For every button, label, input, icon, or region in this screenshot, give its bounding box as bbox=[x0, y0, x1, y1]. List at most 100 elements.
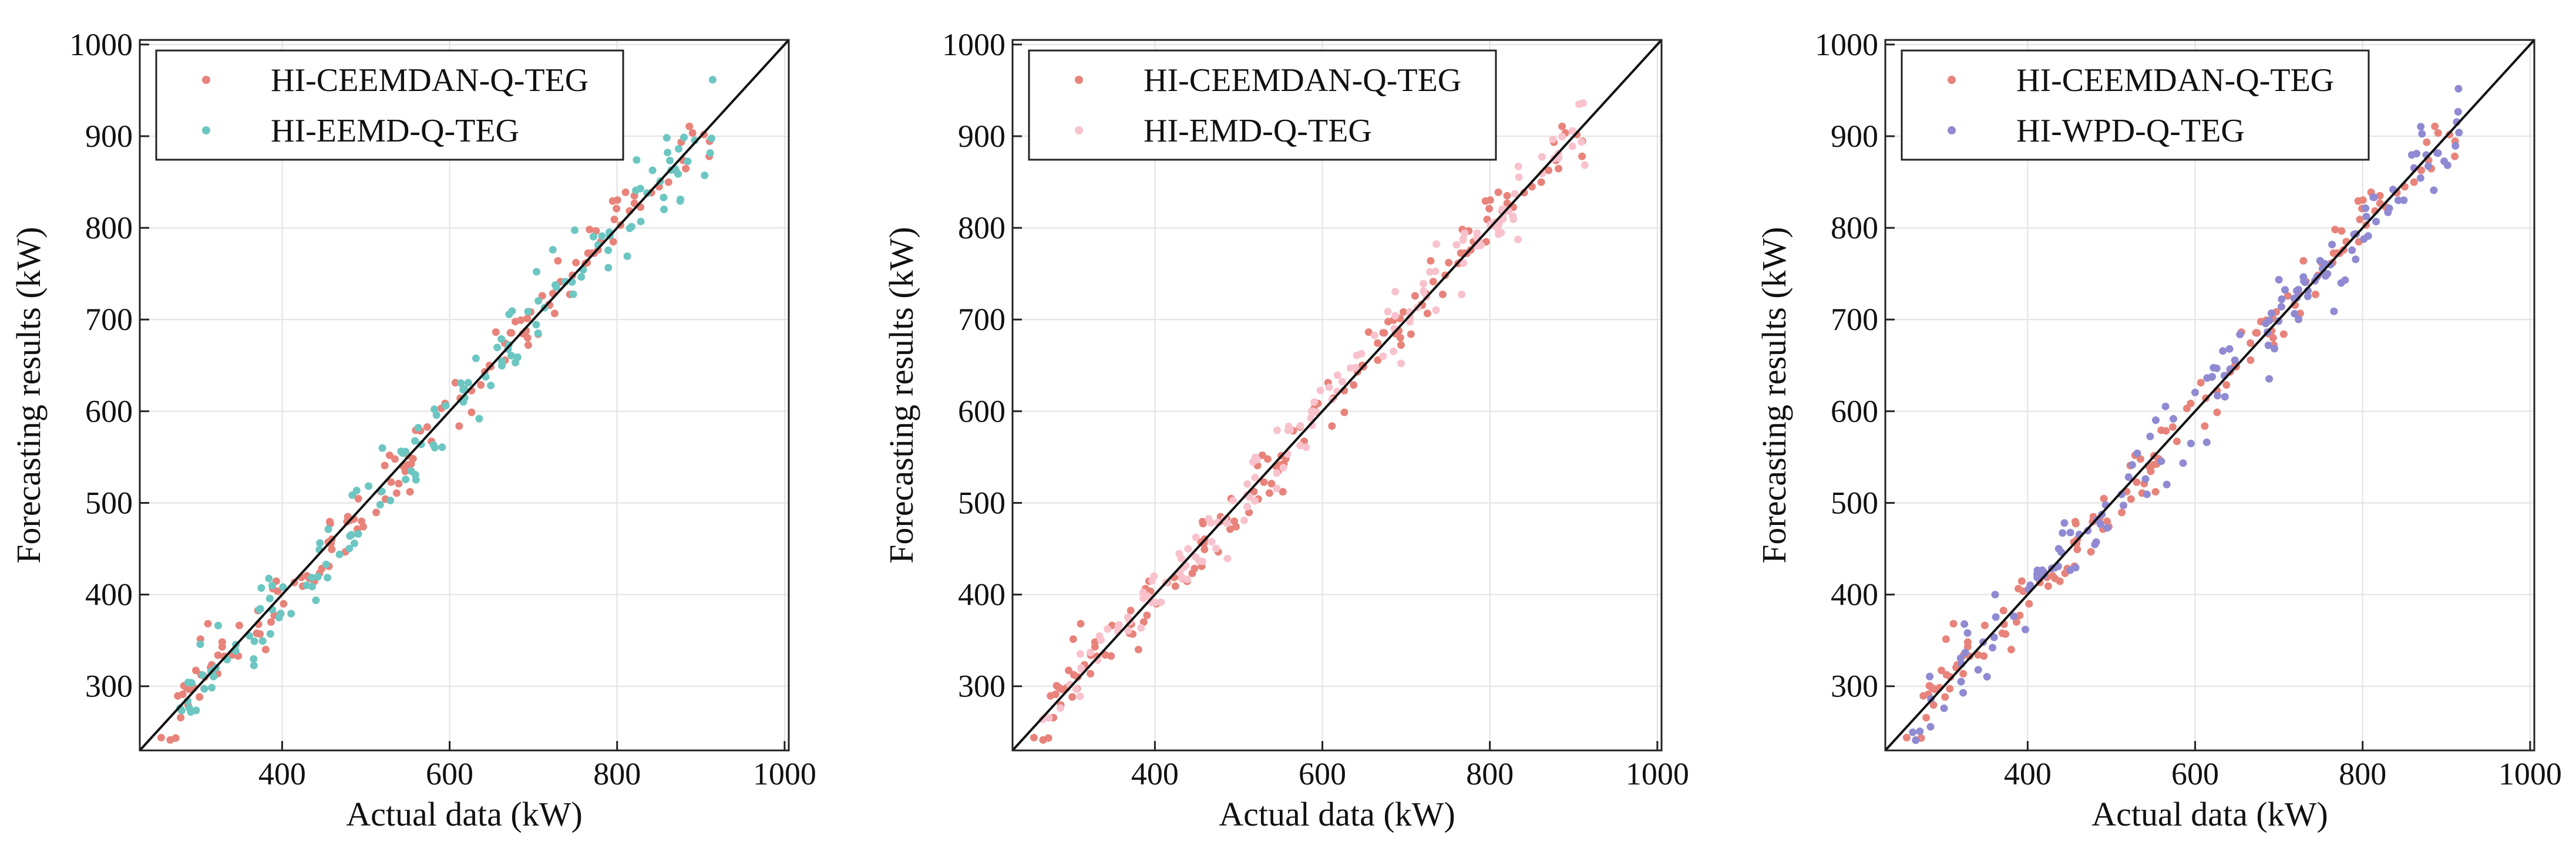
series-eemd-points bbox=[176, 76, 717, 716]
data-point bbox=[2400, 196, 2408, 204]
data-point bbox=[2394, 196, 2402, 204]
data-point bbox=[359, 523, 367, 531]
data-point bbox=[1188, 569, 1196, 577]
data-point bbox=[1200, 545, 1209, 554]
data-point bbox=[1309, 408, 1317, 416]
data-point bbox=[523, 314, 532, 322]
data-point bbox=[1087, 669, 1095, 678]
data-point bbox=[1263, 455, 1272, 463]
data-point bbox=[477, 381, 485, 389]
x-tick-label: 400 bbox=[1131, 756, 1179, 792]
data-point bbox=[214, 621, 222, 629]
data-point bbox=[381, 462, 389, 470]
data-point bbox=[660, 193, 668, 201]
data-point bbox=[1580, 161, 1589, 169]
data-point bbox=[2136, 455, 2144, 463]
data-point bbox=[324, 525, 332, 533]
legend-marker-ceemdan bbox=[1075, 76, 1083, 84]
data-point bbox=[2103, 524, 2111, 532]
data-point bbox=[707, 134, 715, 143]
data-point bbox=[677, 196, 685, 203]
data-point bbox=[266, 630, 274, 638]
y-tick-label: 600 bbox=[1831, 393, 1878, 429]
data-point bbox=[1509, 215, 1518, 223]
legend: HI-CEEMDAN-Q-TEG HI-EMD-Q-TEG bbox=[1028, 49, 1497, 161]
data-point bbox=[589, 233, 597, 241]
data-point bbox=[1432, 306, 1440, 314]
data-point bbox=[554, 257, 562, 265]
y-tick-label: 1000 bbox=[69, 27, 133, 62]
data-point bbox=[1260, 478, 1268, 486]
data-point bbox=[1941, 693, 1949, 701]
data-point bbox=[1265, 489, 1273, 497]
data-point bbox=[199, 671, 207, 679]
data-point bbox=[1423, 309, 1431, 318]
data-point bbox=[505, 310, 513, 318]
data-point bbox=[1956, 654, 1965, 662]
data-point bbox=[1296, 422, 1304, 430]
data-point bbox=[346, 532, 354, 540]
data-point bbox=[1426, 268, 1434, 276]
panel-hi-wpd-comparison: 400 600 800 1000 300 400 500 600 700 800 900 1000 Ac… bbox=[1755, 27, 2562, 833]
data-point bbox=[1251, 473, 1259, 481]
data-point bbox=[1226, 525, 1234, 533]
y-tick-label: 900 bbox=[85, 119, 133, 154]
data-point bbox=[663, 134, 671, 142]
data-point bbox=[2054, 545, 2063, 553]
legend: HI-CEEMDAN-Q-TEG HI-WPD-Q-TEG bbox=[1901, 49, 2370, 161]
legend-box bbox=[1028, 49, 1497, 161]
data-point bbox=[1357, 349, 1366, 358]
data-point bbox=[2161, 402, 2170, 410]
data-point bbox=[257, 584, 265, 592]
data-point bbox=[2328, 241, 2336, 248]
data-point bbox=[2417, 123, 2425, 131]
scatter-points bbox=[157, 76, 717, 744]
data-point bbox=[1370, 331, 1378, 339]
data-point bbox=[328, 545, 336, 554]
y-tick-label: 400 bbox=[85, 577, 133, 612]
data-point bbox=[571, 226, 579, 234]
data-point bbox=[2127, 495, 2135, 503]
data-point bbox=[322, 560, 330, 568]
data-point bbox=[1077, 619, 1085, 628]
data-point bbox=[464, 379, 472, 387]
plot-frame bbox=[139, 39, 790, 752]
data-point bbox=[2010, 612, 2018, 621]
data-point bbox=[1325, 383, 1333, 392]
data-point bbox=[2170, 415, 2177, 423]
data-point bbox=[2303, 292, 2312, 301]
data-point bbox=[1926, 723, 1935, 731]
data-point bbox=[2033, 566, 2042, 574]
data-point bbox=[1989, 644, 1996, 652]
data-point bbox=[666, 157, 674, 164]
data-point bbox=[2265, 316, 2274, 325]
data-point bbox=[214, 651, 222, 659]
data-point bbox=[2330, 307, 2338, 315]
data-point bbox=[1091, 638, 1099, 646]
data-point bbox=[648, 166, 657, 174]
data-point bbox=[1926, 672, 1934, 681]
x-tick-label: 1000 bbox=[2498, 756, 2562, 792]
data-point bbox=[586, 225, 594, 234]
data-point bbox=[2071, 517, 2079, 526]
data-point bbox=[2299, 257, 2308, 265]
data-point bbox=[1338, 378, 1346, 386]
data-point bbox=[2451, 152, 2459, 160]
data-point bbox=[184, 678, 192, 686]
data-point bbox=[1074, 673, 1082, 681]
data-point bbox=[1229, 497, 1237, 504]
x-tick-label: 400 bbox=[2004, 756, 2052, 792]
data-point bbox=[549, 245, 557, 254]
data-point bbox=[1251, 453, 1259, 462]
data-point bbox=[1494, 188, 1502, 196]
data-point bbox=[1942, 635, 1950, 643]
data-point bbox=[1124, 627, 1132, 635]
data-point bbox=[1051, 690, 1060, 698]
y-tick-label: 600 bbox=[85, 393, 133, 429]
y-tick-label: 400 bbox=[958, 577, 1005, 612]
data-point bbox=[1212, 544, 1220, 553]
data-point bbox=[1039, 736, 1047, 744]
data-point bbox=[1558, 122, 1566, 130]
data-point bbox=[1384, 308, 1392, 316]
data-point bbox=[2434, 149, 2442, 157]
